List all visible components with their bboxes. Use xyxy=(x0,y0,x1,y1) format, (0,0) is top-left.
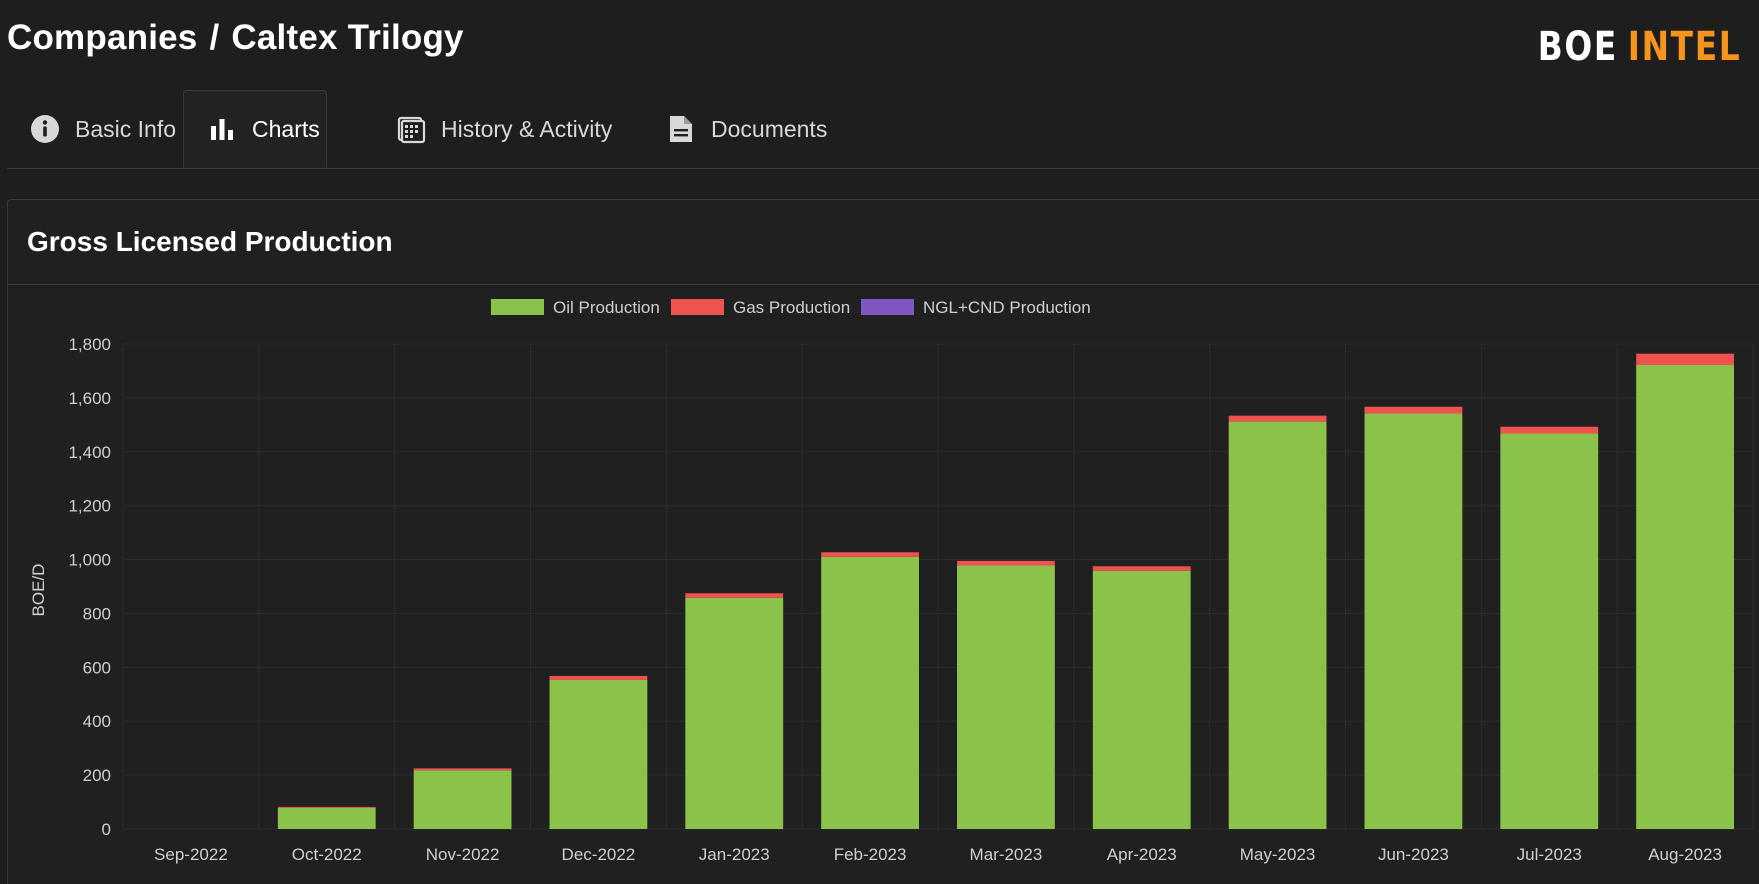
bar-gas-production[interactable] xyxy=(1364,406,1463,414)
tab-history-activity-label: History & Activity xyxy=(441,115,613,142)
document-icon xyxy=(665,113,697,145)
boe-intel-logo[interactable]: BOE INTEL xyxy=(1537,24,1741,70)
legend-label[interactable]: Oil Production xyxy=(553,298,660,317)
page-header: Companies / Caltex Trilogy BOE INTEL xyxy=(0,0,1759,85)
breadcrumb: Companies / Caltex Trilogy xyxy=(7,18,464,58)
bar-gas-production[interactable] xyxy=(1092,566,1191,571)
x-tick-label: Aug-2023 xyxy=(1648,845,1722,864)
bar-oil-production[interactable] xyxy=(549,679,648,829)
y-tick-label: 0 xyxy=(102,820,111,839)
x-tick-label: Oct-2022 xyxy=(292,845,362,864)
bar-oil-production[interactable] xyxy=(957,565,1055,829)
legend-swatch[interactable] xyxy=(861,299,914,315)
tab-bar: Basic Info Charts History & Activity Doc… xyxy=(7,90,1759,169)
tab-documents[interactable]: Documents xyxy=(665,90,827,168)
card-divider xyxy=(8,284,1759,285)
legend-label[interactable]: NGL+CND Production xyxy=(923,298,1091,317)
x-tick-label: Sep-2022 xyxy=(154,845,228,864)
x-tick-label: Dec-2022 xyxy=(562,845,636,864)
y-tick-label: 1,000 xyxy=(68,551,111,570)
tab-documents-label: Documents xyxy=(711,115,828,142)
production-chart-card: Gross Licensed Production Oil Production… xyxy=(7,199,1759,884)
bar-oil-production[interactable] xyxy=(1092,570,1191,829)
tab-charts[interactable]: Charts xyxy=(183,90,327,168)
bar-gas-production[interactable] xyxy=(1500,426,1599,434)
y-tick-label: 1,400 xyxy=(68,443,111,462)
logo-intel: INTEL xyxy=(1627,24,1741,70)
production-chart: Oil Production Gas Production NGL+CND Prod… xyxy=(29,298,1754,864)
chart-bars xyxy=(277,353,1734,829)
x-axis-ticks: Sep-2022 Oct-2022 Nov-2022 Dec-2022 Jan-2023… xyxy=(154,845,1722,864)
bar-gas-production[interactable] xyxy=(821,552,919,557)
bar-oil-production[interactable] xyxy=(1636,365,1734,829)
bar-gas-production[interactable] xyxy=(413,768,512,771)
bar-oil-production[interactable] xyxy=(1228,421,1327,829)
chart-legend: Oil Production Gas Production NGL+CND Prod… xyxy=(491,298,1091,317)
bar-oil-production[interactable] xyxy=(685,597,784,829)
bar-gas-production[interactable] xyxy=(957,560,1055,566)
tab-basic-info[interactable]: Basic Info xyxy=(29,90,176,168)
card-title: Gross Licensed Production xyxy=(27,226,393,257)
y-tick-label: 600 xyxy=(83,658,111,677)
bar-gas-production[interactable] xyxy=(277,806,376,808)
bar-chart-icon xyxy=(206,113,238,145)
bar-oil-production[interactable] xyxy=(821,556,919,829)
tab-charts-label: Charts xyxy=(252,115,320,142)
y-axis-label: BOE/D xyxy=(29,564,48,617)
breadcrumb-separator: / xyxy=(209,18,220,57)
y-tick-label: 800 xyxy=(83,604,111,623)
breadcrumb-current: Caltex Trilogy xyxy=(231,18,464,57)
logo-boe: BOE xyxy=(1537,24,1618,70)
legend-swatch[interactable] xyxy=(671,299,724,315)
legend-label[interactable]: Gas Production xyxy=(733,298,850,317)
bar-oil-production[interactable] xyxy=(1364,413,1463,829)
chart-grid xyxy=(122,343,1754,830)
bar-gas-production[interactable] xyxy=(1228,415,1327,422)
bar-gas-production[interactable] xyxy=(685,593,784,598)
x-tick-label: Feb-2023 xyxy=(834,845,907,864)
x-tick-label: Jun-2023 xyxy=(1378,845,1449,864)
y-tick-label: 1,800 xyxy=(68,335,111,354)
y-tick-label: 1,600 xyxy=(68,389,111,408)
legend-swatch[interactable] xyxy=(491,299,544,315)
x-tick-label: Jul-2023 xyxy=(1517,845,1582,864)
bar-oil-production[interactable] xyxy=(1500,433,1599,829)
x-tick-label: May-2023 xyxy=(1240,845,1316,864)
x-tick-label: Apr-2023 xyxy=(1107,845,1177,864)
x-tick-label: Jan-2023 xyxy=(699,845,770,864)
x-tick-label: Mar-2023 xyxy=(970,845,1043,864)
tab-history-activity[interactable]: History & Activity xyxy=(395,90,612,168)
bar-gas-production[interactable] xyxy=(1636,353,1734,366)
y-tick-label: 400 xyxy=(83,712,111,731)
bar-oil-production[interactable] xyxy=(413,770,512,829)
y-axis-ticks: 0 200 400 600 800 1,000 1,200 1,400 1,600 1,800 xyxy=(68,335,111,839)
y-tick-label: 1,200 xyxy=(68,497,111,516)
x-tick-label: Nov-2022 xyxy=(426,845,500,864)
bar-gas-production[interactable] xyxy=(549,675,648,680)
info-icon xyxy=(29,113,61,145)
y-tick-label: 200 xyxy=(83,766,111,785)
tab-basic-info-label: Basic Info xyxy=(75,115,176,142)
bar-oil-production[interactable] xyxy=(277,807,376,829)
calendar-icon xyxy=(395,113,427,145)
breadcrumb-companies-link[interactable]: Companies xyxy=(7,18,198,57)
